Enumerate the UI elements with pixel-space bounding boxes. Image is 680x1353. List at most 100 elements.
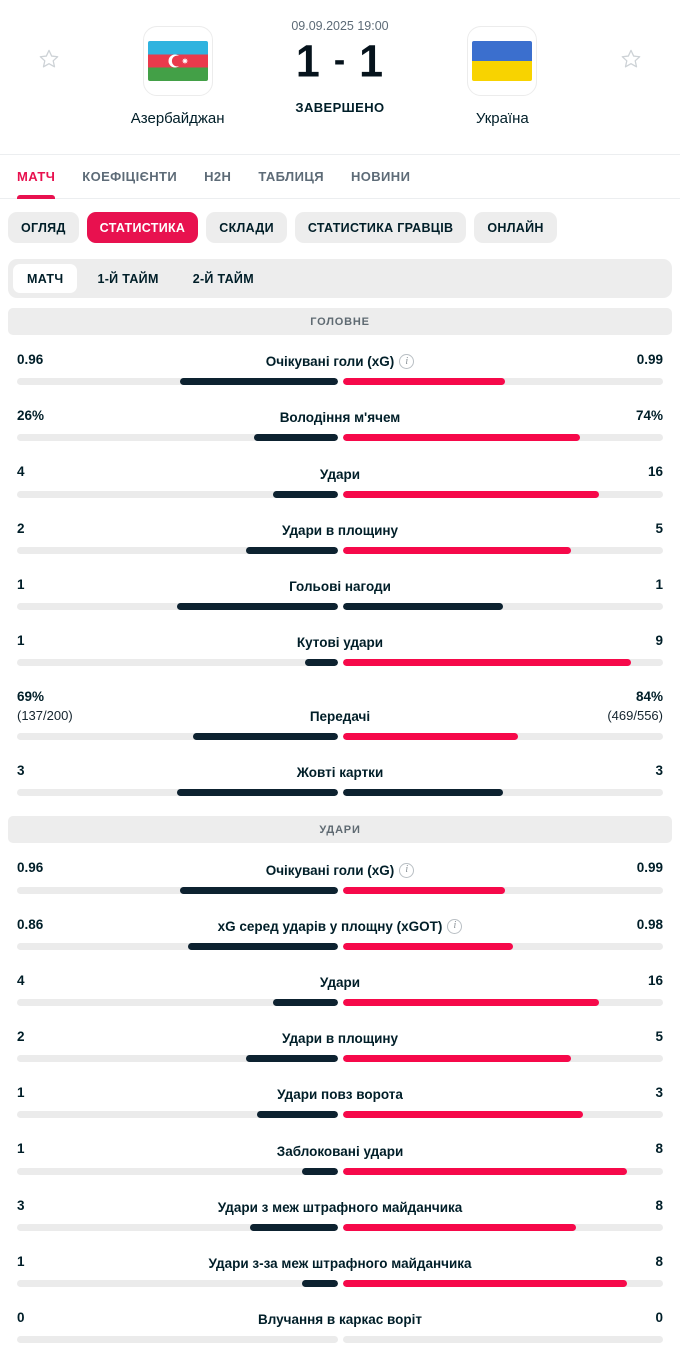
stat-label: Гольові нагоди	[289, 579, 391, 595]
tab-коефіцієнти[interactable]: КОЕФІЦІЄНТИ	[82, 155, 177, 199]
home-score: 1	[295, 36, 321, 88]
stat-label: Заблоковані удари	[276, 1143, 404, 1159]
section-header: УДАРИ	[8, 816, 672, 844]
home-stat-value: 1	[17, 1253, 25, 1269]
stat-label: Удари	[319, 974, 361, 990]
away-stat-bar	[342, 789, 503, 797]
info-icon[interactable]: i	[399, 354, 415, 370]
info-icon[interactable]: i	[399, 862, 415, 878]
away-stat-value: 0.98	[636, 916, 663, 932]
home-stat-value: 26%	[17, 408, 45, 424]
stat-row: 1 Гольові нагоди 1	[0, 564, 680, 620]
favorite-home-button[interactable]	[34, 44, 64, 77]
home-stat-value: 0	[17, 1310, 25, 1326]
stat-row: 3 Удари з меж штрафного майданчика 8	[0, 1185, 680, 1241]
away-stat-bar	[342, 546, 572, 554]
stat-bar-track	[17, 434, 663, 442]
home-stat-value: 1	[17, 633, 25, 649]
home-team-name: Азербайджан	[130, 110, 225, 127]
pill-tab-статистика[interactable]: СТАТИСТИКА	[86, 212, 199, 243]
period-tab-1-й-тайм[interactable]: 1-Й ТАЙМ	[83, 264, 172, 293]
stat-label: xG серед ударів у площну (xGOT)	[217, 918, 443, 934]
stat-label: Очікувані голи (xG)	[265, 862, 395, 878]
away-stat-value: 16	[647, 972, 663, 988]
home-stat-bar	[301, 1167, 338, 1175]
pill-tab-онлайн[interactable]: ОНЛАЙН	[474, 212, 557, 243]
home-stat-value: 1	[17, 1141, 25, 1157]
stat-bar-track	[17, 546, 663, 554]
favorite-away-button[interactable]	[616, 44, 646, 77]
stat-row: 0.96 Очікувані голи (xG) i 0.99	[0, 339, 680, 395]
away-stat-bar	[342, 1280, 628, 1288]
stat-label: Влучання в каркас воріт	[258, 1312, 422, 1328]
away-stat-value: 0.99	[636, 860, 663, 876]
stat-bar-track	[17, 886, 663, 894]
home-stat-value: 4	[17, 972, 25, 988]
home-stat-bar	[179, 886, 338, 894]
away-stat-bar	[342, 1055, 572, 1063]
away-stat-bar	[342, 942, 514, 950]
away-stat-value: 3	[655, 1085, 663, 1101]
home-stat-bar	[187, 942, 338, 950]
stat-row: 4 Удари 16	[0, 451, 680, 507]
away-stat-bar	[342, 434, 580, 442]
match-datetime: 09.09.2025 19:00	[291, 19, 389, 33]
home-stat-bar	[301, 1280, 338, 1288]
away-stat-value: 84%	[635, 689, 663, 705]
home-stat-value: 3	[17, 763, 25, 779]
pill-tab-статистика-гравців[interactable]: СТАТИСТИКА ГРАВЦІВ	[294, 212, 467, 243]
away-stat-bar	[342, 490, 599, 498]
period-tab-матч[interactable]: МАТЧ	[13, 264, 78, 293]
stat-bar-track	[17, 1167, 663, 1175]
pill-tab-огляд[interactable]: ОГЛЯД	[8, 212, 79, 243]
info-icon[interactable]: i	[447, 918, 463, 934]
home-stat-value: 2	[17, 520, 25, 536]
home-flag-card[interactable]	[142, 26, 213, 96]
home-stat-bar	[257, 1111, 338, 1119]
pill-tab-склади[interactable]: СКЛАДИ	[206, 212, 287, 243]
home-team[interactable]: Азербайджан	[103, 26, 253, 127]
azerbaijan-flag-icon	[147, 41, 208, 81]
match-header: Азербайджан 09.09.2025 19:00 1 - 1 ЗАВЕР…	[0, 0, 680, 155]
away-stat-bar	[342, 733, 519, 741]
away-flag-card[interactable]	[467, 26, 538, 96]
stat-bar-track	[17, 1055, 663, 1063]
section-header: ГОЛОВНЕ	[8, 308, 672, 335]
stat-label: Удари	[319, 466, 361, 482]
stat-row: 3 Жовті картки 3	[0, 750, 680, 806]
stat-bar-track	[17, 659, 663, 667]
home-stat-value: 69%	[17, 689, 45, 705]
stat-label: Передачі	[309, 709, 371, 725]
away-stat-value: 5	[655, 520, 663, 536]
stat-bar-track	[17, 998, 663, 1006]
stat-label: Володіння м'ячем	[279, 410, 401, 426]
stat-bar-track	[17, 1223, 663, 1231]
away-stat-value: 9	[655, 633, 663, 649]
away-team[interactable]: Україна	[427, 26, 577, 127]
away-score: 1	[359, 36, 385, 88]
period-tab-2-й-тайм[interactable]: 2-Й ТАЙМ	[179, 264, 268, 293]
home-stat-bar	[192, 733, 338, 741]
tab-таблиця[interactable]: ТАБЛИЦЯ	[258, 155, 324, 199]
home-stat-bar	[179, 378, 338, 386]
away-stat-bar	[342, 378, 506, 386]
active-tab-underline	[17, 194, 56, 199]
away-stat-value: 1	[655, 576, 663, 592]
statistics-sections: ГОЛОВНЕ 0.96 Очікувані голи (xG) i 0.99 …	[0, 308, 680, 1353]
away-stat-value: 5	[655, 1028, 663, 1044]
tab-матч[interactable]: МАТЧ	[17, 155, 56, 199]
home-stat-bar	[177, 603, 338, 611]
tab-новини[interactable]: НОВИНИ	[351, 155, 410, 199]
score: 1 - 1	[295, 36, 385, 88]
stat-bar-track	[17, 942, 663, 950]
stat-row: 69% (137/200) Передачі 84% (469/556)	[0, 676, 680, 750]
home-stat-value: 0.96	[17, 860, 44, 876]
stat-label: Жовті картки	[296, 765, 384, 781]
stat-bar-track	[17, 789, 663, 797]
stat-label: Удари повз ворота	[277, 1087, 403, 1103]
stat-row: 0.86 xG серед ударів у площну (xGOT) i 0…	[0, 904, 680, 960]
match-center: 09.09.2025 19:00 1 - 1 ЗАВЕРШЕНО	[291, 19, 388, 115]
stat-bar-track	[17, 1111, 663, 1119]
tab-h2h[interactable]: H2H	[204, 155, 231, 199]
